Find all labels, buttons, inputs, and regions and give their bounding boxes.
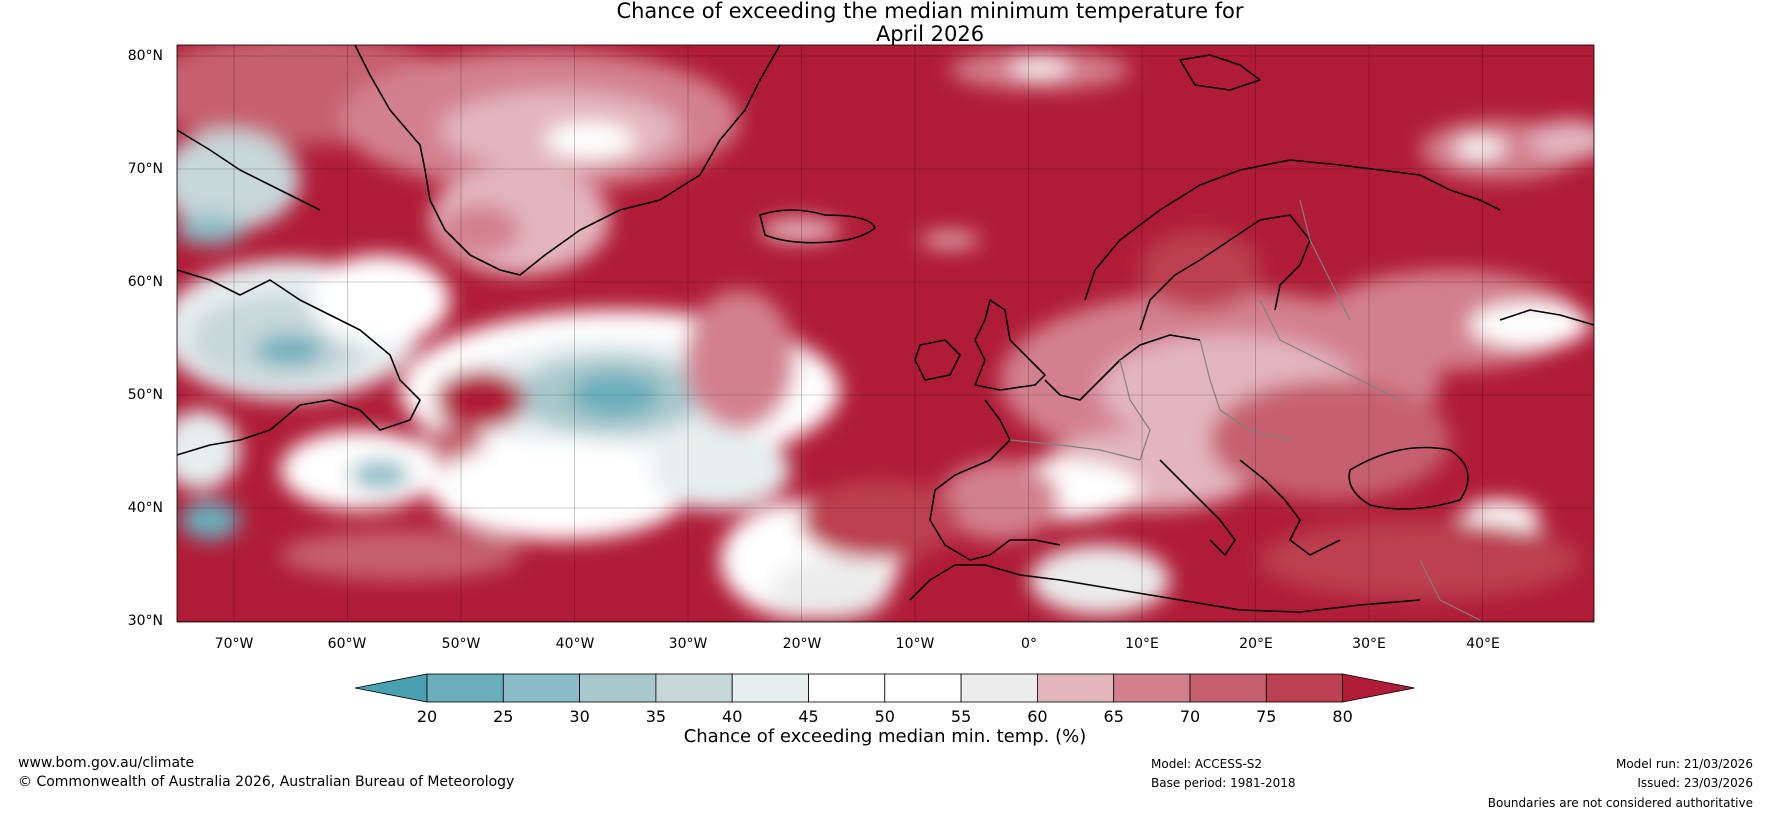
coast-baltic bbox=[1139, 214, 1311, 331]
lon-label-30e: 30°E bbox=[1352, 636, 1386, 652]
colorbar-tick-label: 55 bbox=[951, 707, 971, 726]
map-title: Chance of exceeding the median minimum t… bbox=[0, 0, 1770, 46]
probability-field bbox=[177, 45, 1594, 622]
colorbar-tick-label: 60 bbox=[1027, 707, 1047, 726]
lat-label-80n: 80°N bbox=[127, 48, 163, 64]
lon-label-40e: 40°E bbox=[1466, 636, 1500, 652]
base-period-text: Base period: 1981-2018 bbox=[1151, 776, 1296, 790]
lon-label-40w: 40°W bbox=[555, 636, 595, 652]
lon-label-30w: 30°W bbox=[668, 636, 708, 652]
border-b bbox=[1199, 339, 1291, 441]
colorbar-bin bbox=[1265, 673, 1344, 703]
lon-label-10w: 10°W bbox=[895, 636, 935, 652]
colorbar-extend-low bbox=[354, 673, 428, 703]
coast-svalbard bbox=[1179, 54, 1261, 91]
colorbar-tick-label: 65 bbox=[1104, 707, 1124, 726]
border-f bbox=[1419, 559, 1481, 621]
model-text: Model: ACCESS-S2 bbox=[1151, 757, 1263, 771]
colorbar-bin bbox=[808, 673, 886, 703]
coast-labrador bbox=[177, 269, 421, 456]
colorbar-bin bbox=[502, 673, 580, 703]
colorbar-tick-label: 30 bbox=[569, 707, 589, 726]
colorbar-bin bbox=[1189, 673, 1267, 703]
colorbar-bin bbox=[731, 673, 809, 703]
graticule bbox=[177, 45, 1594, 622]
colorbar-bin bbox=[884, 673, 962, 703]
coast-north-sea bbox=[1044, 334, 1201, 401]
issued-text: Issued: 23/03/2026 bbox=[1637, 776, 1753, 790]
lat-label-60n: 60°N bbox=[127, 274, 163, 290]
border-d bbox=[1009, 439, 1141, 461]
title-line-1: Chance of exceeding the median minimum t… bbox=[616, 0, 1244, 23]
colorbar-tick-label: 25 bbox=[493, 707, 513, 726]
lat-label-70n: 70°N bbox=[127, 161, 163, 177]
coast-north-africa bbox=[909, 564, 1421, 613]
coast-italy bbox=[1159, 459, 1236, 556]
model-run-text: Model run: 21/03/2026 bbox=[1615, 757, 1753, 771]
coast-great-britain bbox=[974, 299, 1046, 391]
lon-label-50w: 50°W bbox=[441, 636, 481, 652]
colorbar-extend-high bbox=[1342, 673, 1415, 703]
colorbar-label: Chance of exceeding median min. temp. (%… bbox=[683, 726, 1087, 747]
colorbar-bin bbox=[426, 673, 504, 703]
colorbar-bin bbox=[960, 673, 1038, 703]
colorbar-bin bbox=[1037, 673, 1115, 703]
lon-label-70w: 70°W bbox=[214, 636, 254, 652]
coast-balkans bbox=[1239, 459, 1341, 556]
border-e bbox=[1299, 199, 1351, 321]
coast-black-sea bbox=[1348, 446, 1469, 510]
coast-norway bbox=[1084, 159, 1501, 301]
map-frame bbox=[176, 44, 1595, 623]
colorbar-tick-label: 45 bbox=[798, 707, 818, 726]
country-borders bbox=[1009, 199, 1481, 621]
colorbar-bin bbox=[655, 673, 733, 703]
colorbar-bin bbox=[1113, 673, 1191, 703]
colorbar-tick-label: 35 bbox=[646, 707, 666, 726]
lat-label-40n: 40°N bbox=[127, 500, 163, 516]
lon-label-60w: 60°W bbox=[327, 636, 367, 652]
lon-label-0: 0° bbox=[1021, 636, 1037, 652]
lon-label-20e: 20°E bbox=[1239, 636, 1273, 652]
website-text: www.bom.gov.au/climate bbox=[18, 755, 195, 771]
coast-greenland bbox=[354, 45, 781, 276]
lon-label-20w: 20°W bbox=[782, 636, 822, 652]
coast-ireland bbox=[914, 339, 961, 381]
colorbar-tick-label: 20 bbox=[417, 707, 437, 726]
lon-label-10e: 10°E bbox=[1125, 636, 1159, 652]
colorbar-tick-label: 75 bbox=[1256, 707, 1276, 726]
title-line-2: April 2026 bbox=[875, 22, 985, 46]
disclaimer-text: Boundaries are not considered authoritat… bbox=[1487, 796, 1753, 810]
colorbar-tick-label: 50 bbox=[875, 707, 895, 726]
colorbar: 20 25 30 35 40 45 50 55 60 65 70 75 80 bbox=[354, 673, 1415, 726]
border-a bbox=[1119, 359, 1151, 461]
copyright-text: © Commonwealth of Australia 2026, Austra… bbox=[18, 774, 515, 790]
colorbar-tick-label: 40 bbox=[722, 707, 742, 726]
colorbar-tick-label: 80 bbox=[1332, 707, 1352, 726]
coast-east bbox=[1499, 309, 1594, 326]
colorbar-bin bbox=[579, 673, 657, 703]
lat-label-30n: 30°N bbox=[127, 613, 163, 629]
lat-label-50n: 50°N bbox=[127, 387, 163, 403]
colorbar-tick-label: 70 bbox=[1180, 707, 1200, 726]
border-c bbox=[1259, 299, 1401, 401]
coast-baffin bbox=[177, 129, 321, 211]
coast-iceland bbox=[759, 209, 876, 244]
